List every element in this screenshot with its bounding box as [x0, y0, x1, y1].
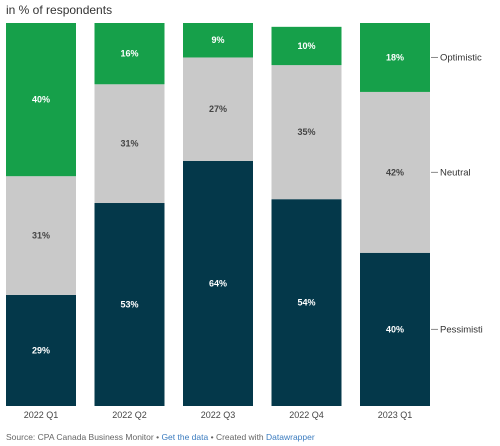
- x-tick-label-2022-q3: 2022 Q3: [201, 410, 236, 420]
- data-label-pessimisti-2022-q4: 54%: [297, 298, 315, 308]
- data-label-pessimisti-2022-q3: 64%: [209, 278, 227, 288]
- data-label-pessimisti-2022-q2: 53%: [120, 300, 138, 310]
- x-tick-label-2023-q1: 2023 Q1: [378, 410, 413, 420]
- bar-segment-optimistic-2022-q4: [271, 26, 342, 66]
- created-with-text: Created with: [215, 432, 267, 442]
- separator: •: [208, 432, 216, 442]
- chart-subtitle: in % of respondents: [6, 3, 113, 17]
- bar-segment-neutral-2022-q4: [271, 65, 342, 200]
- chart-footer: Source: CPA Canada Business Monitor • Ge…: [6, 432, 315, 442]
- separator: •: [153, 432, 162, 442]
- segment-labels-group: 29% 31% 40% 53% 31% 16% 64% 27% 9% 54% 35% 10% 40% 42…: [32, 35, 404, 355]
- bar-segment-pessimisti-2022-q4: [271, 199, 342, 406]
- source-text: Source: CPA Canada Business Monitor: [6, 432, 154, 442]
- data-label-optimistic-2023-q1: 18%: [386, 52, 404, 62]
- data-label-neutral-2022-q4: 35%: [297, 127, 315, 137]
- data-label-optimistic-2022-q3: 9%: [211, 35, 224, 45]
- bar-segment-neutral-2022-q1: [6, 176, 76, 295]
- x-tick-label-2022-q4: 2022 Q4: [289, 410, 324, 420]
- x-axis-tick-labels: 2022 Q1 2022 Q2 2022 Q3 2022 Q4 2023 Q1: [24, 410, 413, 420]
- x-tick-label-2022-q2: 2022 Q2: [112, 410, 147, 420]
- data-label-neutral-2022-q3: 27%: [209, 104, 227, 114]
- bar-segment-pessimisti-2022-q3: [183, 160, 253, 406]
- data-label-neutral-2023-q1: 42%: [386, 167, 404, 177]
- data-label-optimistic-2022-q1: 40%: [32, 95, 50, 105]
- bar-segment-neutral-2023-q1: [360, 91, 430, 253]
- data-label-pessimisti-2022-q1: 29%: [32, 345, 50, 355]
- data-label-pessimisti-2023-q1: 40%: [386, 324, 404, 334]
- data-label-optimistic-2022-q2: 16%: [120, 49, 138, 59]
- bar-segment-neutral-2022-q3: [183, 57, 253, 161]
- legend-label-pessimisti: Pessimisti: [440, 324, 483, 335]
- bar-segment-pessimisti-2023-q1: [360, 252, 430, 406]
- x-tick-label-2022-q1: 2022 Q1: [24, 410, 59, 420]
- legend-label-neutral: Neutral: [440, 167, 471, 178]
- data-label-neutral-2022-q1: 31%: [32, 231, 50, 241]
- bar-segment-optimistic-2022-q3: [183, 23, 253, 58]
- bars-group: [6, 23, 430, 406]
- data-label-neutral-2022-q2: 31%: [120, 139, 138, 149]
- bar-segment-optimistic-2022-q2: [94, 23, 165, 85]
- bar-segment-pessimisti-2022-q1: [6, 294, 76, 406]
- legend-label-optimistic: Optimistic: [440, 52, 482, 63]
- data-label-optimistic-2022-q4: 10%: [297, 41, 315, 51]
- bar-segment-pessimisti-2022-q2: [94, 203, 165, 406]
- legend: Pessimisti Neutral Optimistic: [431, 52, 483, 335]
- bar-segment-neutral-2022-q2: [94, 84, 165, 204]
- datawrapper-link[interactable]: Datawrapper: [266, 432, 315, 442]
- bar-segment-optimistic-2023-q1: [360, 23, 430, 92]
- bar-segment-optimistic-2022-q1: [6, 23, 76, 177]
- get-data-link[interactable]: Get the data: [161, 432, 209, 442]
